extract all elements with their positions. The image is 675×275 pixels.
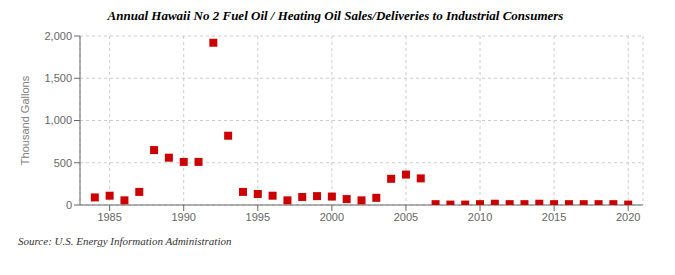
svg-text:500: 500 — [54, 157, 72, 169]
svg-text:2020: 2020 — [616, 211, 640, 223]
svg-text:1985: 1985 — [97, 211, 121, 223]
svg-text:Thousand Gallons: Thousand Gallons — [19, 75, 31, 165]
svg-text:2010: 2010 — [468, 211, 492, 223]
svg-text:1995: 1995 — [246, 211, 270, 223]
html-text:Source: U.S. Energy Informatio: Source: U.S. Energy Information Administ… — [18, 235, 232, 247]
svg-text:2015: 2015 — [542, 211, 566, 223]
svg-text:0: 0 — [66, 199, 72, 211]
svg-text:1,000: 1,000 — [44, 114, 72, 126]
svg-text:2000: 2000 — [320, 211, 344, 223]
html-text:Annual Hawaii No 2 Fuel Oil /: Annual Hawaii No 2 Fuel Oil / Heating Oi… — [107, 8, 564, 23]
svg-text:2005: 2005 — [394, 211, 418, 223]
svg-text:2,000: 2,000 — [44, 30, 72, 42]
svg-text:1,500: 1,500 — [44, 72, 72, 84]
svg-text:1990: 1990 — [171, 211, 195, 223]
